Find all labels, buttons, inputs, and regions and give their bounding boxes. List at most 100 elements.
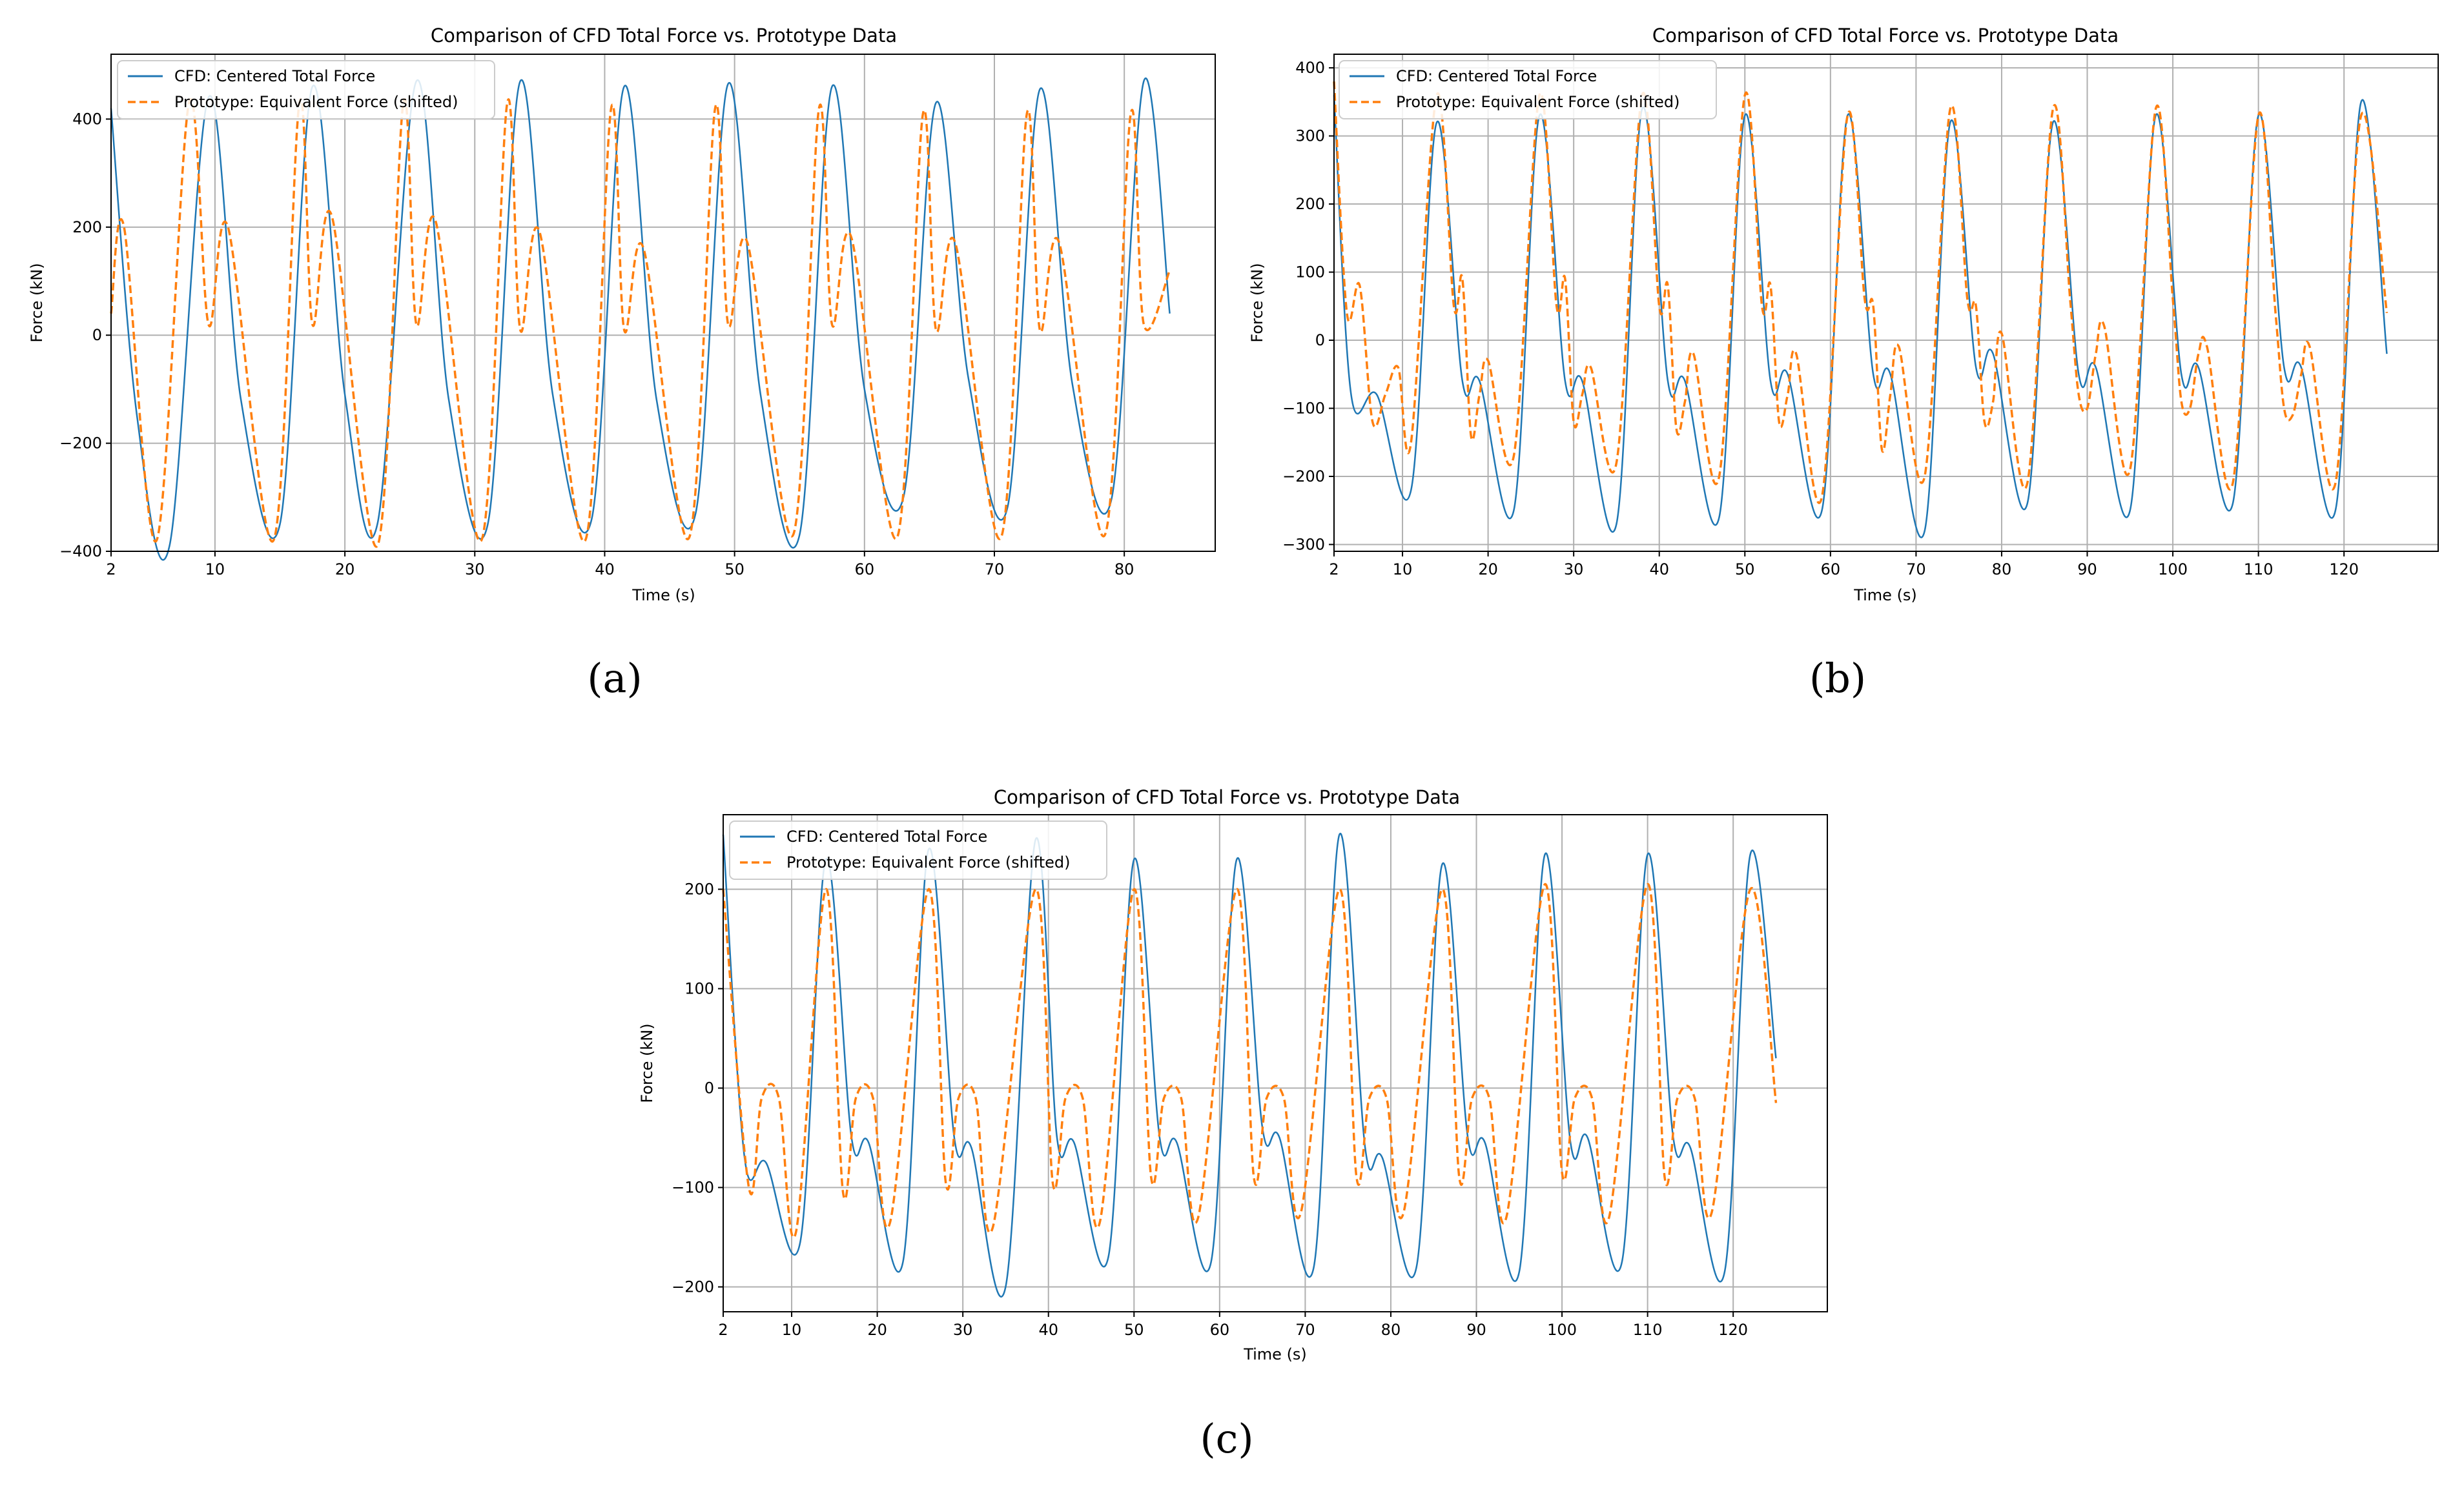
chart-b-x-tick-label: 60 [1821, 560, 1841, 578]
chart-c-series [722, 833, 1778, 1298]
chart-a-x-tick-label: 80 [1114, 560, 1134, 578]
chart-a-prototype-line [110, 97, 1171, 548]
chart-b-grid [1333, 54, 2438, 551]
chart-a-x-tick-label: 70 [985, 560, 1005, 578]
chart-a-y-ticks: −400 −200 0 200 400 [59, 110, 111, 560]
chart-a-xlabel: Time (s) [631, 586, 695, 604]
caption-b-text: (b) [1809, 655, 1866, 702]
chart-a-x-tick-label: 10 [205, 560, 225, 578]
chart-b-y-tick-label: 200 [1295, 195, 1325, 213]
chart-a-x-tick-label: 30 [465, 560, 485, 578]
chart-a-frame [110, 54, 1216, 552]
chart-panel-b: Comparison of CFD Total Force vs. Protot… [1248, 25, 2439, 604]
chart-panel-a: Comparison of CFD Total Force vs. Protot… [28, 25, 1216, 604]
chart-a-y-tick-label: −200 [59, 434, 102, 453]
chart-a-series [110, 77, 1171, 561]
chart-b-legend-box [1339, 60, 1717, 119]
chart-b-x-tick-label: 80 [1992, 560, 2012, 578]
chart-b-y-tick-label: 100 [1295, 263, 1325, 281]
chart-c-x-tick-label: 50 [1124, 1321, 1144, 1339]
chart-b-x-tick-label: 100 [2158, 560, 2188, 578]
chart-a-x-tick-label: 2 [106, 560, 116, 578]
chart-c-x-tick-label: 30 [953, 1321, 973, 1339]
chart-b-x-tick-label: 10 [1393, 560, 1413, 578]
chart-b-x-tick-label: 120 [2329, 560, 2359, 578]
chart-b-legend-cfd-label: CFD: Centered Total Force [1396, 67, 1597, 85]
chart-c-x-ticks: 2 10 20 30 40 50 60 70 80 90 100 110 120 [718, 1312, 1748, 1339]
chart-b-x-tick-label: 90 [2077, 560, 2097, 578]
chart-c-x-tick-label: 120 [1718, 1321, 1748, 1339]
chart-b-x-tick-label: 50 [1735, 560, 1755, 578]
chart-a-x-tick-label: 20 [335, 560, 355, 578]
chart-a-x-tick-label: 50 [724, 560, 744, 578]
chart-b-x-ticks: 2 10 20 30 40 50 60 70 80 90 100 110 120 [1329, 551, 2359, 578]
chart-c-x-tick-label: 40 [1038, 1321, 1058, 1339]
chart-c-ylabel: Force (kN) [638, 1023, 656, 1103]
chart-a-cfd-line [110, 77, 1171, 561]
chart-b-frame [1333, 54, 2439, 552]
chart-a-x-tick-label: 60 [855, 560, 875, 578]
chart-b-prototype-line [1333, 81, 2388, 504]
chart-c-y-tick-label: 0 [704, 1079, 714, 1097]
chart-b-legend: CFD: Centered Total Force Prototype: Equ… [1339, 60, 1717, 119]
chart-b-y-ticks: −300 −200 −100 0 100 200 300 400 [1282, 59, 1334, 553]
chart-a-y-tick-label: 400 [72, 110, 102, 128]
chart-c-x-tick-label: 20 [867, 1321, 887, 1339]
chart-c-xlabel: Time (s) [1243, 1345, 1307, 1363]
chart-b-series [1333, 81, 2388, 538]
chart-a-x-ticks: 2 10 20 30 40 50 60 70 80 [106, 551, 1134, 578]
chart-a-ylabel: Force (kN) [28, 263, 46, 342]
chart-c-frame [723, 814, 1828, 1312]
chart-b-y-tick-label: 300 [1295, 127, 1325, 145]
chart-c-x-tick-label: 90 [1466, 1321, 1486, 1339]
chart-a-y-tick-label: 200 [72, 218, 102, 236]
chart-c-y-tick-label: 100 [684, 980, 714, 998]
chart-c-x-tick-label: 2 [718, 1321, 728, 1339]
chart-a-y-tick-label: −400 [59, 542, 102, 560]
chart-b-xlabel: Time (s) [1853, 586, 1917, 604]
caption-c-text: (c) [1200, 1415, 1253, 1462]
chart-b-y-tick-label: 0 [1315, 331, 1325, 349]
chart-c-legend-prototype-label: Prototype: Equivalent Force (shifted) [786, 853, 1070, 871]
chart-b-y-tick-label: −300 [1282, 535, 1325, 553]
chart-c-x-tick-label: 80 [1381, 1321, 1401, 1339]
chart-b-x-tick-label: 40 [1649, 560, 1669, 578]
chart-c-x-tick-label: 70 [1295, 1321, 1315, 1339]
chart-b-x-tick-label: 70 [1906, 560, 1926, 578]
caption-a: (a) [587, 655, 642, 702]
chart-b-x-tick-label: 2 [1329, 560, 1339, 578]
chart-c-legend-cfd-label: CFD: Centered Total Force [786, 828, 987, 846]
chart-b-y-tick-label: −200 [1282, 467, 1325, 485]
chart-b-title: Comparison of CFD Total Force vs. Protot… [1652, 25, 2119, 46]
chart-c-legend-box [729, 820, 1107, 880]
chart-a-y-tick-label: 0 [92, 326, 102, 344]
chart-b-x-tick-label: 30 [1564, 560, 1584, 578]
chart-c-x-tick-label: 10 [782, 1321, 802, 1339]
chart-c-y-tick-label: −100 [672, 1179, 714, 1197]
chart-a-legend-prototype-label: Prototype: Equivalent Force (shifted) [174, 93, 458, 111]
chart-c-y-tick-label: −200 [672, 1278, 714, 1296]
chart-c-y-tick-label: 200 [684, 881, 714, 899]
chart-c-x-tick-label: 60 [1210, 1321, 1230, 1339]
chart-panel-c: Comparison of CFD Total Force vs. Protot… [638, 786, 1828, 1363]
chart-b-y-tick-label: −100 [1282, 399, 1325, 417]
chart-c-grid [723, 815, 1827, 1312]
chart-b-ylabel: Force (kN) [1248, 263, 1266, 342]
caption-a-text: (a) [587, 655, 642, 702]
chart-c-prototype-line [722, 883, 1778, 1239]
caption-c: (c) [1200, 1415, 1253, 1462]
chart-c-legend: CFD: Centered Total Force Prototype: Equ… [729, 820, 1107, 880]
chart-c-y-ticks: −200 −100 0 100 200 [672, 881, 723, 1296]
chart-b-x-tick-label: 110 [2244, 560, 2274, 578]
chart-a-legend-cfd-label: CFD: Centered Total Force [174, 67, 375, 85]
chart-c-x-tick-label: 100 [1547, 1321, 1577, 1339]
chart-c-cfd-line [722, 833, 1777, 1298]
chart-b-x-tick-label: 20 [1478, 560, 1498, 578]
chart-b-cfd-line [1333, 95, 2388, 538]
chart-a-legend: CFD: Centered Total Force Prototype: Equ… [117, 60, 495, 119]
chart-a-title: Comparison of CFD Total Force vs. Protot… [431, 25, 897, 46]
chart-c-x-tick-label: 110 [1633, 1321, 1663, 1339]
chart-a-x-tick-label: 40 [595, 560, 615, 578]
caption-b: (b) [1809, 655, 1866, 702]
